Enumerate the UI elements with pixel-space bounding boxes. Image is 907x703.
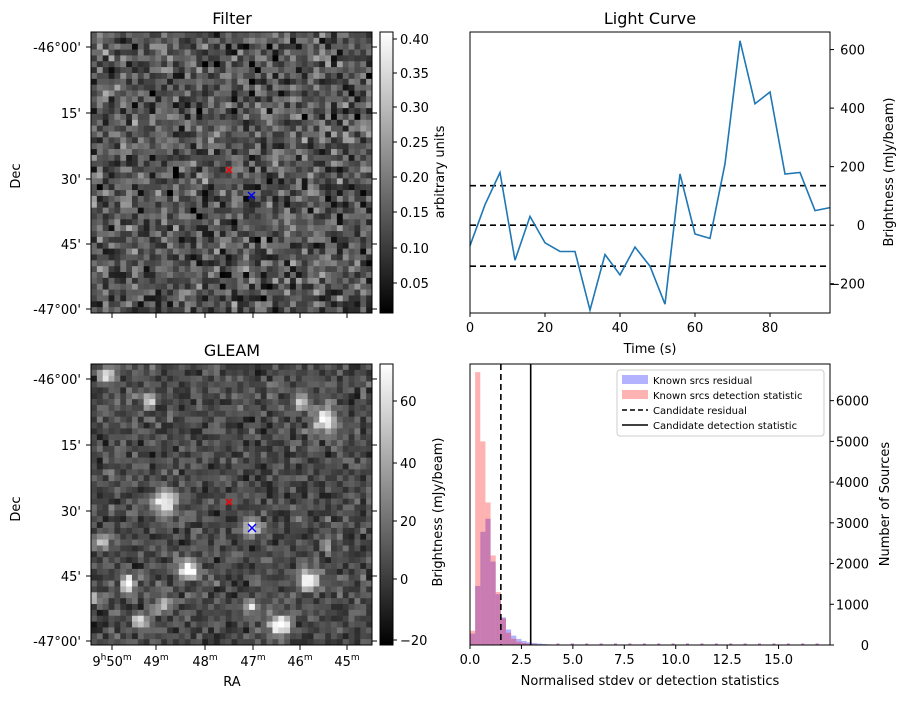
colorbar-tick-label: −20 <box>400 634 427 649</box>
histogram-panel: 0.0 2.5 5.0 7.5 10.0 12.5 15.0 0 1000 2000 3000 400… <box>431 364 893 689</box>
colorbar-tick-label: 0 <box>400 573 408 588</box>
filter-colorbar-ticks: 0.40 0.35 0.30 0.25 0.20 0.15 0.10 0.05 <box>393 33 429 292</box>
y-tick-label: 5000 <box>836 435 869 450</box>
histogram-xlabel: Normalised stdev or detection statistics <box>521 674 780 689</box>
histogram-bar <box>485 502 490 645</box>
y-tick-label: 400 <box>840 102 865 117</box>
y-tick-label: -46°00' <box>33 373 81 388</box>
x-tick-label: 0 <box>466 321 474 336</box>
colorbar-tick-label: 0.40 <box>400 33 429 48</box>
y-tick-label: −200 <box>829 278 865 293</box>
colorbar-tick-label: 0.05 <box>400 277 429 292</box>
legend-swatch <box>622 390 648 399</box>
gleam-xticks: 9h50m 49m 48m 47m 46m 45m <box>92 645 359 670</box>
lightcurve-ylabel: Brightness (mJy/beam) <box>882 98 897 247</box>
lightcurve-title: Light Curve <box>604 9 696 28</box>
y-tick-label: 1000 <box>836 598 869 613</box>
colorbar-tick-label: 0.10 <box>400 242 429 257</box>
y-tick-label: 3000 <box>836 517 869 532</box>
y-tick-label: 4000 <box>836 476 869 491</box>
x-tick-label: 46m <box>287 653 312 670</box>
y-tick-label: 30' <box>61 173 81 188</box>
x-tick-label: 7.5 <box>614 653 635 668</box>
filter-colorbar-label: arbitrary units <box>433 125 448 218</box>
x-tick-label: 10.0 <box>661 653 690 668</box>
y-tick-label: 15' <box>61 439 81 454</box>
x-tick-label: 45m <box>334 653 359 670</box>
x-tick-label: 0.0 <box>460 653 481 668</box>
histogram-bar <box>501 619 506 645</box>
colorbar-tick-label: 20 <box>400 515 417 530</box>
y-tick-label: 200 <box>840 161 865 176</box>
gleam-panel: GLEAM -46°00' 15' 30' 45' -47°00' 9h50m 49m 48… <box>9 341 427 690</box>
x-tick-label: 2.5 <box>511 653 532 668</box>
x-tick-label: 47m <box>240 653 265 670</box>
x-tick-label: 20 <box>537 321 554 336</box>
legend-label: Known srcs detection statistic <box>653 391 802 402</box>
legend-label: Candidate residual <box>653 406 747 417</box>
x-tick-label: 5.0 <box>563 653 584 668</box>
histogram-legend: Known srcs residual Known srcs detection … <box>617 370 824 436</box>
lightcurve-xlabel: Time (s) <box>623 342 677 357</box>
y-tick-label: 30' <box>61 505 81 520</box>
colorbar-tick-label: 0.15 <box>400 206 429 221</box>
legend-label: Known srcs residual <box>653 376 752 387</box>
gleam-colorbar-ticks: 60 40 20 0 −20 <box>393 395 427 649</box>
histogram-bar <box>511 639 516 645</box>
y-tick-label: 45' <box>61 238 81 253</box>
histogram-bar <box>506 633 511 645</box>
colorbar-tick-label: 40 <box>400 457 417 472</box>
gleam-title: GLEAM <box>204 341 260 360</box>
histogram-ylabel: Number of Sources <box>878 442 893 567</box>
x-tick-label: 40 <box>612 321 629 336</box>
x-tick-label: 9h50m <box>92 653 131 670</box>
histogram-bar <box>470 631 475 645</box>
y-tick-label: -47°00' <box>33 303 81 318</box>
y-tick-label: 0 <box>861 639 869 654</box>
x-tick-label: 12.5 <box>713 653 742 668</box>
legend-swatch <box>622 375 648 384</box>
y-tick-label: 0 <box>857 219 865 234</box>
filter-ylabel: Dec <box>9 163 24 188</box>
filter-colorbar <box>380 32 393 313</box>
histogram-bar <box>491 555 496 645</box>
filter-panel: Filter -46°00'15'30'45'-47°00' Dec 0.400… <box>9 9 448 318</box>
colorbar-tick-label: 0.30 <box>400 101 429 116</box>
histogram-bar <box>475 372 480 645</box>
x-tick-label: 48m <box>192 653 217 670</box>
y-tick-label: 45' <box>61 570 81 585</box>
y-tick-label: 600 <box>840 44 865 59</box>
y-tick-label: 2000 <box>836 558 869 573</box>
gleam-xlabel: RA <box>223 675 241 690</box>
filter-title: Filter <box>212 9 252 28</box>
gleam-colorbar <box>380 364 393 645</box>
colorbar-tick-label: 0.20 <box>400 171 429 186</box>
y-tick-label: -46°00' <box>33 41 81 56</box>
y-tick-label: -47°00' <box>33 635 81 650</box>
legend-label: Candidate detection statistic <box>653 421 797 432</box>
x-tick-label: 49m <box>143 653 168 670</box>
lightcurve-panel: Light Curve 0 20 40 60 80 −200 0 200 400 600 Time… <box>466 9 897 357</box>
x-tick-label: 60 <box>687 321 704 336</box>
y-tick-label: 15' <box>61 107 81 122</box>
colorbar-tick-label: 60 <box>400 395 417 410</box>
colorbar-tick-label: 0.35 <box>400 67 429 82</box>
histogram-left-label: Brightness (mJy/beam) <box>431 438 446 587</box>
y-tick-label: 6000 <box>836 395 869 410</box>
gleam-ylabel: Dec <box>9 496 24 521</box>
colorbar-tick-label: 0.25 <box>400 136 429 151</box>
x-tick-label: 80 <box>762 321 779 336</box>
histogram-bar <box>480 441 485 645</box>
x-tick-label: 15.0 <box>764 653 793 668</box>
